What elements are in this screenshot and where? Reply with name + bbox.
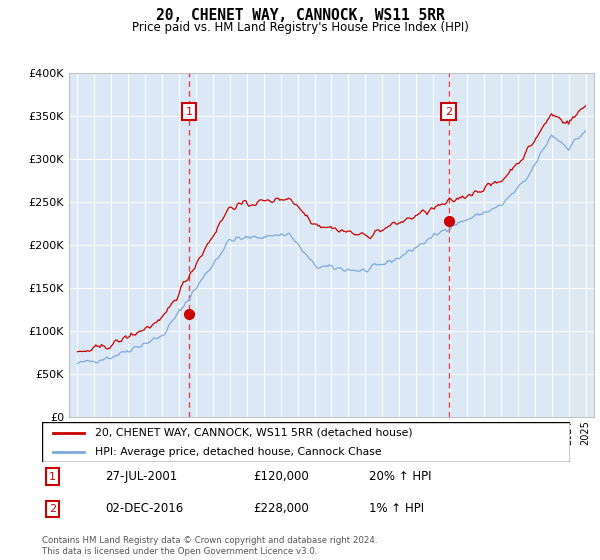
- Text: £120,000: £120,000: [253, 470, 309, 483]
- Text: HPI: Average price, detached house, Cannock Chase: HPI: Average price, detached house, Cann…: [95, 447, 382, 457]
- Bar: [449, 73, 569, 417]
- Text: 20, CHENET WAY, CANNOCK, WS11 5RR: 20, CHENET WAY, CANNOCK, WS11 5RR: [155, 8, 445, 24]
- Text: 27-JUL-2001: 27-JUL-2001: [106, 470, 178, 483]
- Text: 2: 2: [445, 106, 452, 116]
- Text: 02-DEC-2016: 02-DEC-2016: [106, 502, 184, 515]
- Text: 20% ↑ HPI: 20% ↑ HPI: [370, 470, 432, 483]
- Bar: [569, 73, 594, 417]
- Text: 20, CHENET WAY, CANNOCK, WS11 5RR (detached house): 20, CHENET WAY, CANNOCK, WS11 5RR (detac…: [95, 428, 412, 438]
- Text: Price paid vs. HM Land Registry's House Price Index (HPI): Price paid vs. HM Land Registry's House …: [131, 21, 469, 34]
- Bar: [69, 73, 449, 417]
- Text: 1: 1: [185, 106, 193, 116]
- Text: Contains HM Land Registry data © Crown copyright and database right 2024.
This d: Contains HM Land Registry data © Crown c…: [42, 536, 377, 556]
- Text: 1% ↑ HPI: 1% ↑ HPI: [370, 502, 424, 515]
- Text: 1: 1: [49, 472, 56, 482]
- Text: 2: 2: [49, 504, 56, 514]
- Text: £228,000: £228,000: [253, 502, 309, 515]
